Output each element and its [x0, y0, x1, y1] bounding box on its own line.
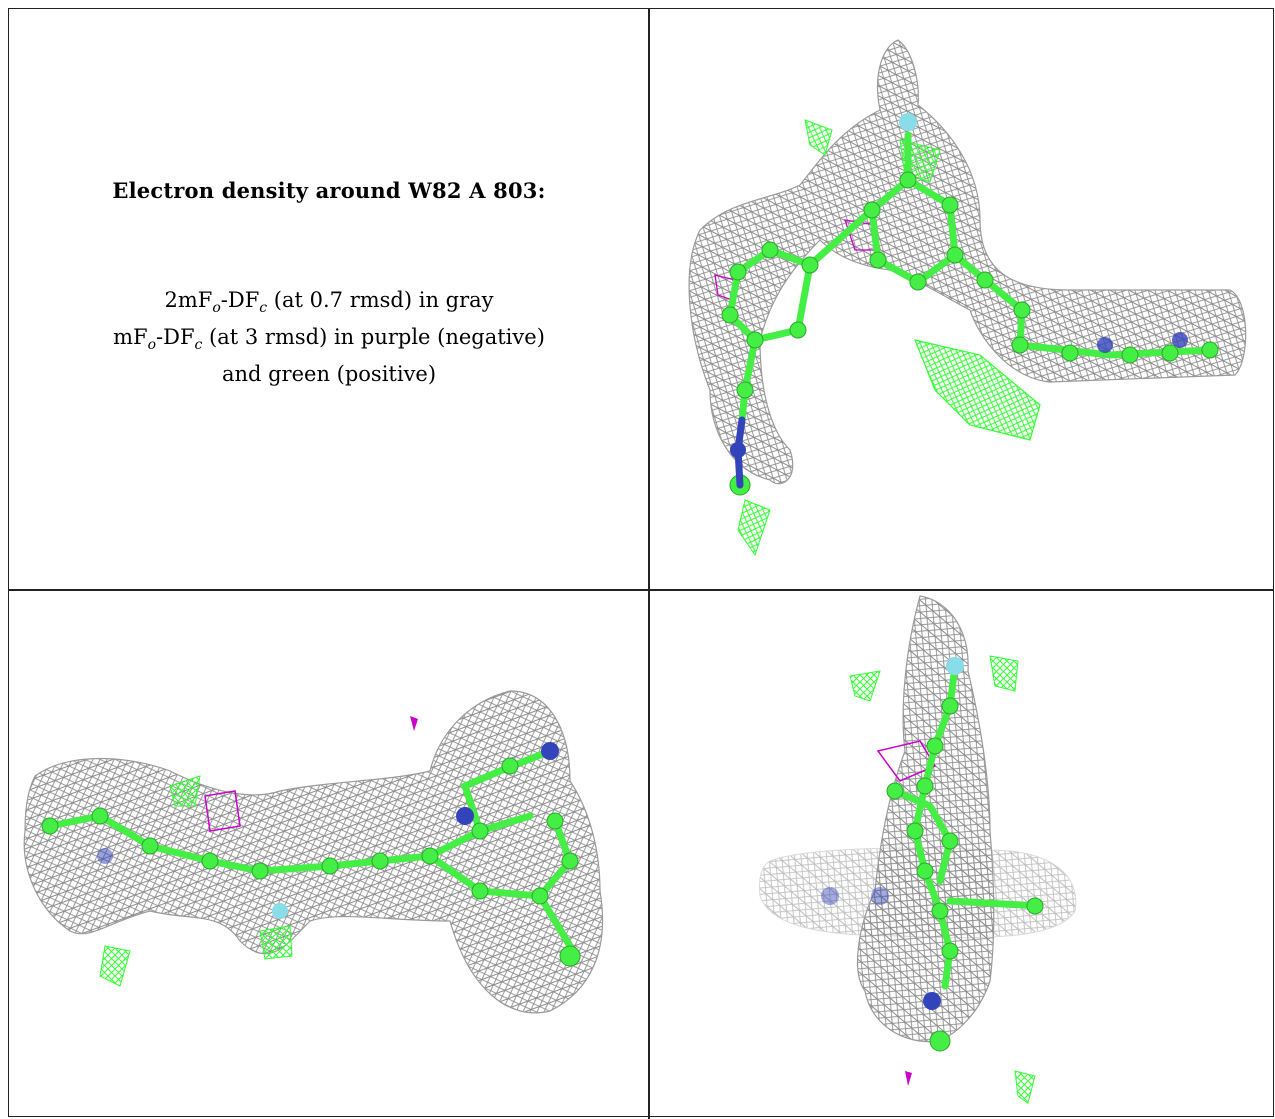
negative-density-blob — [876, 740, 937, 782]
negative-density-blob — [410, 716, 418, 731]
nitrogen-atom — [1097, 337, 1113, 353]
legend-line-difference: mFo-DFc (at 3 rmsd) in purple (negative) — [113, 325, 545, 354]
positive-density-blob — [914, 339, 1041, 441]
nitrogen-atom — [1172, 332, 1188, 348]
positive-density-blob — [99, 945, 131, 987]
positive-density-blob — [169, 775, 201, 807]
nitrogen-atom — [821, 887, 839, 905]
nitrogen-bond — [734, 416, 746, 489]
density-render — [23, 690, 604, 1014]
nitrogen-atom — [871, 887, 889, 905]
caption-heading: Electron density around W82 A 803: — [112, 178, 546, 203]
negative-density-blob — [204, 790, 241, 832]
fluorine-atom — [946, 657, 964, 675]
caption-cell: Electron density around W82 A 803: 2mFo-… — [10, 10, 648, 589]
ligand-atoms — [886, 697, 1044, 1052]
fluorine-atom — [272, 903, 288, 919]
density-view-top-right — [650, 10, 1272, 589]
positive-density-blob — [989, 655, 1019, 692]
positive-density-blob — [737, 499, 771, 557]
legend-line-positive: and green (positive) — [221, 362, 437, 387]
positive-density-blob — [849, 670, 881, 702]
positive-density-blob — [804, 119, 833, 156]
fluorine-atom — [899, 113, 917, 131]
table-frame — [8, 8, 1274, 1117]
density-render — [688, 39, 1247, 557]
positive-density-blob — [259, 925, 293, 960]
density-render — [759, 595, 1077, 1104]
ligand-atoms — [41, 757, 581, 967]
gray-density-mesh — [23, 690, 604, 1014]
positive-density-blob — [1014, 1070, 1036, 1104]
nitrogen-atom — [97, 848, 113, 864]
row-divider — [8, 589, 1274, 591]
legend-line-gray: 2mFo-DFc (at 0.7 rmsd) in gray — [164, 288, 494, 317]
nitrogen-atom — [456, 807, 474, 825]
caption-legend: 2mFo-DFc (at 0.7 rmsd) in gray mFo-DFc (… — [10, 286, 648, 389]
density-view-bottom-right — [650, 591, 1272, 1119]
negative-density-blob — [905, 1071, 912, 1086]
density-view-bottom-left — [10, 591, 648, 1119]
column-divider — [648, 8, 650, 1119]
gray-density-mesh — [856, 595, 995, 1043]
nitrogen-atom — [923, 992, 941, 1010]
nitrogen-atom — [541, 742, 559, 760]
